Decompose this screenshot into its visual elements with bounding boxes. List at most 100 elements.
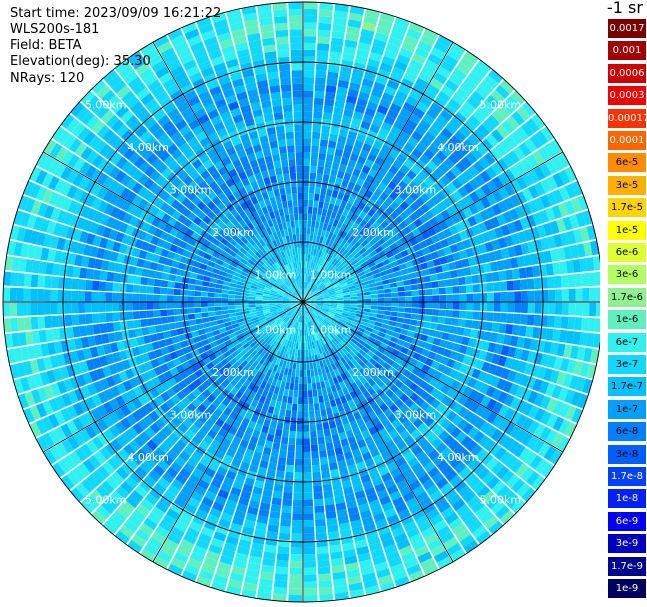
beta-cell bbox=[397, 286, 405, 292]
beta-cell bbox=[526, 154, 539, 169]
beta-cell bbox=[379, 12, 395, 23]
beta-cell bbox=[427, 143, 440, 155]
beta-cell bbox=[43, 289, 52, 302]
beta-cell bbox=[137, 363, 148, 374]
beta-cell bbox=[280, 519, 291, 527]
beta-cell bbox=[327, 64, 340, 73]
beta-cell bbox=[376, 25, 391, 36]
beta-cell bbox=[313, 396, 319, 404]
beta-cell bbox=[344, 39, 358, 49]
beta-cell bbox=[399, 545, 414, 557]
beta-cell bbox=[328, 289, 336, 294]
beta-cell bbox=[346, 384, 354, 393]
beta-cell bbox=[261, 425, 270, 434]
beta-cell bbox=[468, 178, 480, 191]
beta-cell bbox=[273, 315, 281, 321]
beta-cell bbox=[239, 349, 248, 357]
beta-cell bbox=[258, 584, 273, 594]
beta-cell bbox=[252, 384, 260, 393]
beta-cell bbox=[128, 377, 139, 389]
beta-cell bbox=[404, 307, 412, 314]
beta-cell bbox=[282, 299, 290, 302]
beta-cell bbox=[120, 187, 132, 200]
beta-cell bbox=[73, 432, 86, 447]
beta-cell bbox=[170, 557, 186, 570]
beta-cell bbox=[472, 480, 486, 494]
beta-cell bbox=[141, 327, 150, 336]
beta-cell bbox=[305, 289, 310, 296]
beta-cell bbox=[523, 362, 534, 376]
beta-cell bbox=[385, 251, 394, 259]
beta-cell bbox=[325, 510, 337, 519]
beta-cell bbox=[64, 302, 72, 314]
beta-cell bbox=[175, 321, 183, 329]
beta-cell bbox=[129, 471, 143, 484]
beta-cell bbox=[350, 307, 358, 311]
beta-cell bbox=[303, 397, 309, 405]
beta-cell bbox=[236, 250, 245, 258]
beta-cell bbox=[99, 378, 110, 391]
beta-cell bbox=[521, 388, 532, 402]
beta-cell bbox=[16, 362, 27, 377]
beta-cell bbox=[339, 349, 346, 358]
beta-cell bbox=[221, 310, 229, 315]
beta-cell bbox=[238, 336, 246, 343]
beta-cell bbox=[310, 152, 319, 160]
beta-cell bbox=[453, 111, 467, 125]
beta-cell bbox=[407, 456, 419, 468]
beta-cell bbox=[234, 242, 243, 251]
beta-cell bbox=[45, 262, 54, 275]
beta-cell bbox=[196, 576, 212, 588]
beta-cell bbox=[312, 277, 317, 285]
beta-cell bbox=[448, 517, 463, 531]
beta-cell bbox=[299, 329, 302, 337]
beta-cell bbox=[234, 298, 242, 302]
beta-cell bbox=[275, 470, 285, 479]
beta-cell bbox=[289, 574, 303, 582]
beta-cell bbox=[343, 292, 351, 296]
beta-cell bbox=[80, 443, 93, 458]
beta-cell bbox=[365, 529, 379, 539]
beta-cell bbox=[332, 571, 346, 580]
beta-cell bbox=[379, 98, 392, 109]
beta-cell bbox=[289, 299, 297, 301]
beta-cell bbox=[465, 247, 475, 258]
beta-cell bbox=[527, 200, 539, 214]
beta-cell bbox=[333, 17, 347, 26]
beta-cell bbox=[309, 179, 316, 187]
beta-cell bbox=[308, 328, 312, 336]
beta-cell bbox=[105, 292, 113, 302]
beta-cell bbox=[426, 83, 440, 96]
beta-cell bbox=[303, 124, 312, 132]
beta-cell bbox=[367, 369, 376, 378]
beta-cell bbox=[103, 203, 115, 216]
beta-cell bbox=[335, 310, 343, 315]
beta-cell bbox=[411, 228, 421, 237]
beta-cell bbox=[293, 307, 299, 313]
beta-cell bbox=[307, 282, 312, 290]
beta-cell bbox=[433, 96, 447, 109]
beta-cell bbox=[283, 423, 290, 431]
beta-cell bbox=[332, 113, 343, 122]
beta-cell bbox=[308, 293, 315, 298]
beta-cell bbox=[334, 287, 342, 292]
beta-cell bbox=[187, 557, 203, 570]
beta-cell bbox=[499, 79, 515, 95]
beta-cell bbox=[394, 195, 404, 206]
beta-cell bbox=[388, 445, 400, 456]
beta-cell bbox=[350, 338, 359, 345]
beta-cell bbox=[503, 168, 516, 183]
beta-cell bbox=[426, 335, 435, 344]
beta-cell bbox=[494, 226, 504, 239]
beta-cell bbox=[430, 47, 446, 60]
beta-cell bbox=[388, 341, 397, 349]
beta-cell bbox=[336, 307, 344, 311]
beta-cell bbox=[317, 207, 323, 216]
beta-cell bbox=[303, 315, 306, 323]
beta-cell bbox=[327, 273, 334, 280]
beta-cell bbox=[476, 485, 491, 500]
beta-cell bbox=[240, 327, 249, 333]
beta-cell bbox=[368, 426, 378, 436]
beta-cell bbox=[321, 329, 327, 337]
beta-cell bbox=[483, 219, 494, 231]
